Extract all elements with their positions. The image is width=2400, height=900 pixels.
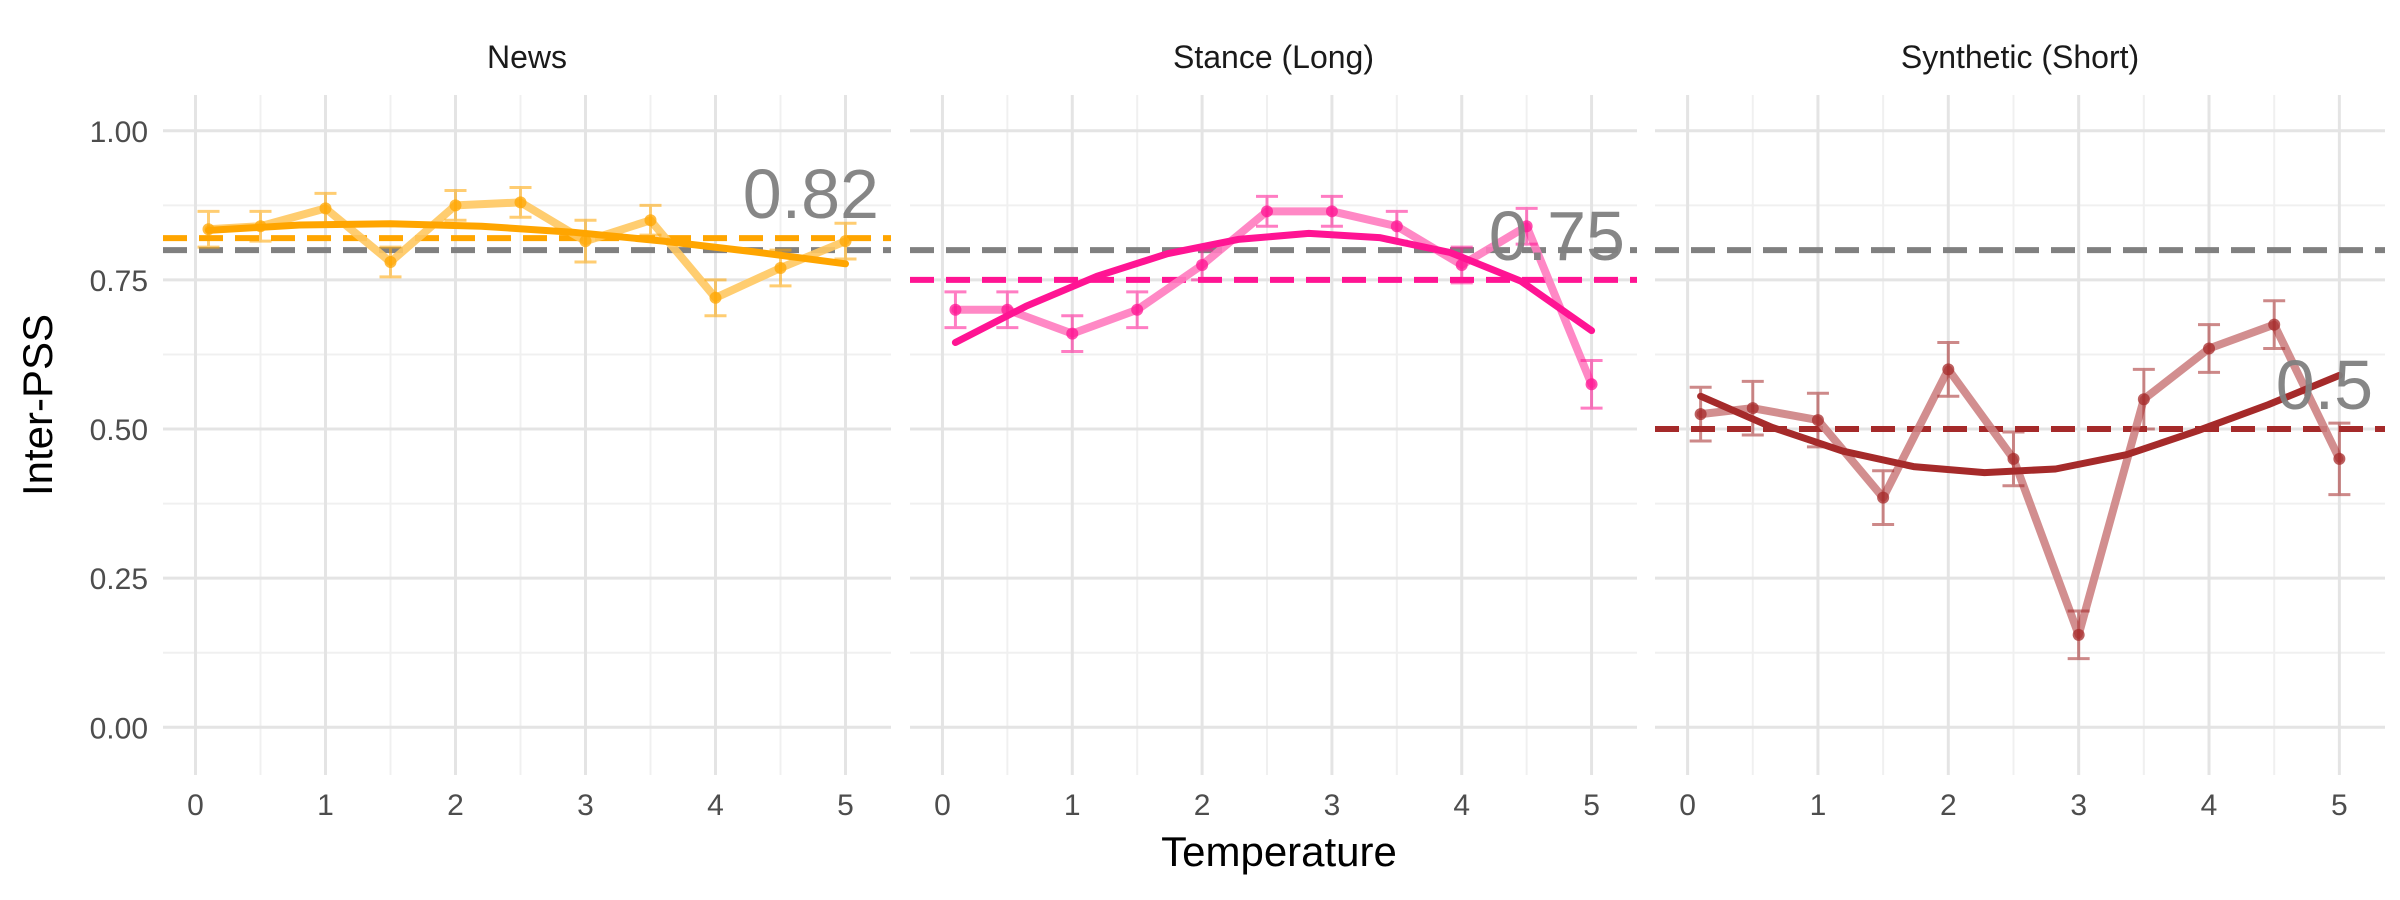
data-point xyxy=(1520,220,1533,233)
mean-label: 0.75 xyxy=(1489,197,1625,275)
x-tick-label: 2 xyxy=(1194,789,1211,822)
data-point xyxy=(1877,491,1890,504)
data-point xyxy=(2333,452,2346,465)
data-point xyxy=(2268,318,2281,331)
panel-2: Synthetic (Short) 0 1 2 3 4 5 0.5 xyxy=(1655,39,2385,822)
panel-title: Stance (Long) xyxy=(1173,39,1374,75)
data-point xyxy=(319,202,332,215)
data-point xyxy=(384,256,397,269)
data-point xyxy=(709,291,722,304)
data-point xyxy=(1942,363,1955,376)
panel-title: Synthetic (Short) xyxy=(1901,39,2139,75)
data-point xyxy=(1811,414,1824,427)
data-point xyxy=(1390,220,1403,233)
data-point xyxy=(644,214,657,227)
panel-title: News xyxy=(487,39,567,75)
data-point xyxy=(1131,303,1144,316)
x-tick-label: 4 xyxy=(1453,789,1470,822)
data-point xyxy=(839,235,852,248)
mean-label: 0.5 xyxy=(2276,346,2373,424)
x-tick-label: 0 xyxy=(187,789,204,822)
x-tick-label: 2 xyxy=(1940,789,1957,822)
data-point xyxy=(1066,327,1079,340)
y-tick-label: 0.25 xyxy=(90,563,148,596)
data-point xyxy=(1746,402,1759,415)
x-tick-label: 1 xyxy=(1810,789,1827,822)
x-tick-label: 5 xyxy=(2331,789,2348,822)
data-point xyxy=(774,261,787,274)
x-tick-label: 0 xyxy=(934,789,951,822)
x-tick-label: 3 xyxy=(577,789,594,822)
data-point xyxy=(514,196,527,209)
panels: News 0 1 2 3 4 5 0.82 Stance (Long) 0 1 2 3 4 5 0.75 Syn… xyxy=(163,39,2385,822)
y-tick-label: 0.00 xyxy=(90,712,148,745)
trend-line xyxy=(205,220,849,268)
panel-0: News 0 1 2 3 4 5 0.82 xyxy=(163,39,891,822)
x-tick-label: 2 xyxy=(447,789,464,822)
data-point xyxy=(1196,259,1209,271)
y-axis-title: Inter-PSS xyxy=(14,314,61,496)
x-tick-label: 1 xyxy=(317,789,334,822)
grid xyxy=(910,95,1637,775)
x-tick-label: 4 xyxy=(707,789,724,822)
mean-label: 0.82 xyxy=(743,155,879,233)
x-tick-label: 3 xyxy=(2070,789,2087,822)
data-point xyxy=(2137,393,2150,406)
grid xyxy=(163,95,891,775)
y-axis: 0.00 0.25 0.50 0.75 1.00 xyxy=(90,116,148,745)
data-point xyxy=(2203,342,2216,355)
grid xyxy=(1655,95,2385,775)
x-tick-label: 0 xyxy=(1679,789,1696,822)
data-point xyxy=(2072,628,2085,641)
y-tick-label: 0.50 xyxy=(90,414,148,447)
x-tick-label: 5 xyxy=(837,789,854,822)
y-tick-label: 1.00 xyxy=(90,116,148,149)
x-tick-label: 3 xyxy=(1324,789,1341,822)
data-point xyxy=(1325,205,1338,218)
data-point xyxy=(1585,378,1598,391)
series-line xyxy=(1696,320,2344,639)
x-tick-label: 5 xyxy=(1583,789,1600,822)
trend-line xyxy=(951,229,1596,346)
x-tick-label: 1 xyxy=(1064,789,1081,822)
data-point xyxy=(2007,452,2020,465)
panel-1: Stance (Long) 0 1 2 3 4 5 0.75 xyxy=(910,39,1637,822)
data-point xyxy=(949,303,962,316)
data-point xyxy=(1261,205,1274,218)
trend-line xyxy=(1697,371,2343,477)
x-tick-label: 4 xyxy=(2201,789,2218,822)
y-tick-label: 0.75 xyxy=(90,265,148,298)
data-point xyxy=(579,235,592,248)
data-point xyxy=(449,199,462,212)
data-point xyxy=(1694,408,1707,421)
x-axis-title: Temperature xyxy=(1161,828,1397,875)
